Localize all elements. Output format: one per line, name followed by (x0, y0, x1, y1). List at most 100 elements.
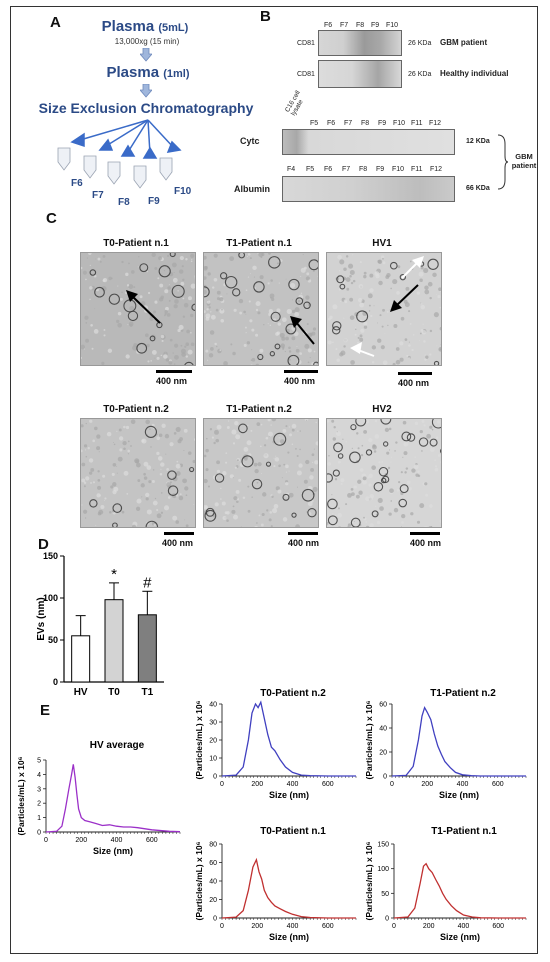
flow-spin-note: 13,000xg (15 min) (114, 37, 180, 46)
grain (193, 504, 195, 505)
grain (246, 341, 251, 345)
grain (163, 269, 166, 272)
grain (178, 269, 184, 274)
lane-label: F7 (340, 22, 349, 29)
grain (160, 462, 165, 467)
grain (274, 457, 280, 462)
grain (406, 480, 411, 485)
grain (390, 500, 393, 502)
grain (144, 333, 149, 338)
y-tick-label: 3 (37, 786, 41, 793)
x-tick-label: 200 (421, 781, 433, 788)
grain (440, 488, 441, 492)
grain (260, 523, 264, 527)
grain (402, 456, 404, 458)
grain (248, 300, 251, 303)
vesicle (380, 477, 387, 484)
grain (307, 501, 313, 507)
grain (379, 506, 384, 511)
grain (175, 520, 180, 524)
vesicle (327, 515, 338, 526)
grain (174, 354, 179, 360)
grain (252, 265, 257, 271)
grain (215, 308, 219, 312)
arrow-indicator-hv1-white-top (401, 256, 424, 279)
grain (257, 311, 261, 315)
grain (226, 511, 230, 515)
vesicle (418, 437, 429, 447)
grain (132, 345, 138, 351)
grain (263, 453, 269, 459)
grain (425, 493, 429, 497)
grain (279, 439, 285, 445)
x-tick-label: 400 (457, 781, 469, 788)
vesicle (191, 303, 195, 311)
grain (229, 474, 234, 479)
grain (424, 354, 426, 356)
grain (190, 342, 195, 347)
grain (411, 348, 414, 352)
y-tick-label: 40 (209, 879, 217, 886)
grain (205, 468, 209, 472)
grain (85, 455, 88, 458)
grain (168, 299, 171, 302)
grain (169, 442, 174, 447)
grain (310, 468, 315, 472)
x-tick-label: 0 (220, 781, 224, 788)
grain (356, 432, 359, 435)
grain (101, 285, 107, 292)
lane-label: F10 (386, 22, 399, 29)
grain (417, 470, 420, 474)
grain (129, 526, 130, 527)
lane-label: F6 (324, 22, 333, 29)
grain (421, 329, 427, 335)
grain (165, 453, 167, 455)
grain (163, 505, 170, 511)
grain (179, 255, 184, 261)
grain (350, 360, 355, 365)
grain (157, 456, 163, 461)
grain (209, 428, 213, 431)
grain (268, 435, 270, 437)
grain (300, 292, 303, 294)
grain (235, 500, 239, 503)
grain (275, 486, 280, 491)
grain (173, 304, 178, 309)
grain (260, 423, 263, 426)
grain (396, 290, 400, 295)
grain (167, 254, 170, 258)
grain (305, 295, 310, 300)
grain (294, 307, 300, 313)
grain (151, 350, 157, 355)
grain (429, 504, 433, 508)
grain (389, 488, 394, 494)
nta-chart-hv-average: HV average 0 200 400 600 0 1 2 3 4 5 Size (nm) (Part… (16, 740, 181, 856)
grain (393, 507, 399, 513)
grain (184, 519, 186, 521)
grain (368, 310, 371, 312)
grain (93, 274, 97, 278)
vesicle (257, 353, 264, 361)
grain (313, 350, 316, 353)
grain (285, 278, 287, 280)
grain (113, 486, 119, 492)
grain (183, 450, 185, 452)
grain (357, 479, 362, 484)
grain (288, 358, 291, 361)
grain (408, 341, 410, 343)
grain (148, 480, 152, 484)
scale-bar-label: 400 nm (410, 538, 442, 548)
grain (93, 329, 99, 334)
grain (392, 279, 398, 285)
grain (348, 521, 351, 523)
grain (91, 347, 94, 350)
grain (311, 453, 315, 457)
grain (339, 300, 341, 303)
grain (160, 511, 164, 514)
x-tick-label: 600 (146, 837, 158, 844)
grain (243, 447, 249, 452)
grain (256, 481, 259, 484)
grain (420, 304, 426, 310)
grain (101, 361, 105, 365)
grain (145, 419, 150, 425)
